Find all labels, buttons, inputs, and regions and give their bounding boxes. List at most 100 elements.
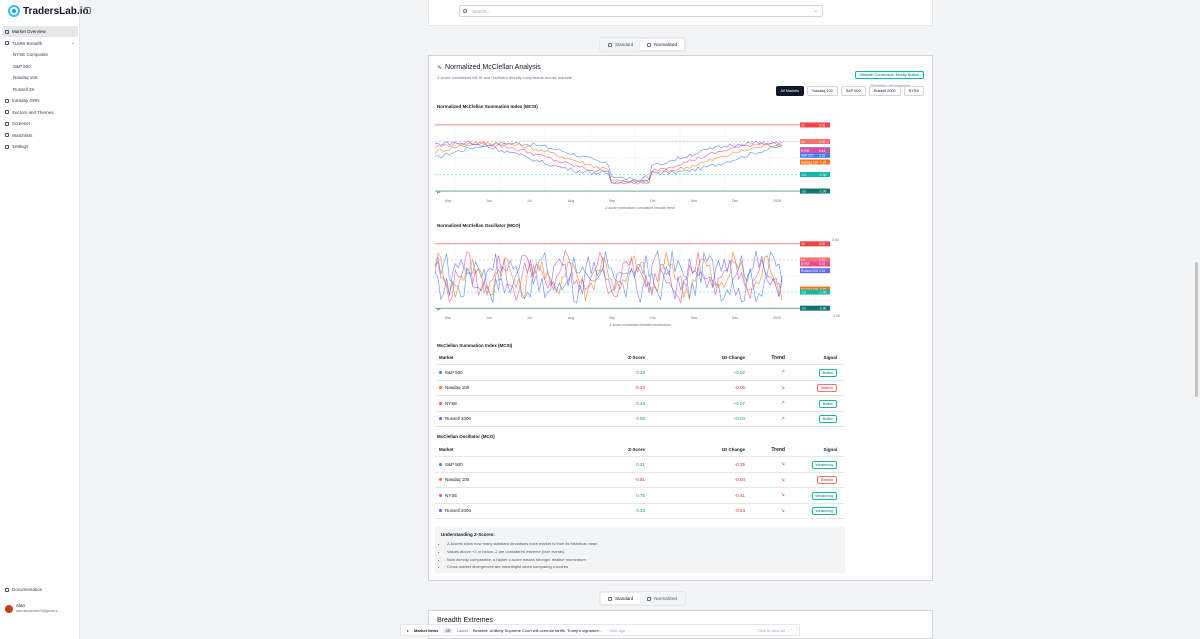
signal-cell: Bearish xyxy=(785,384,841,393)
signal-badge: Weakening xyxy=(811,491,837,500)
sidebar-item-settings[interactable]: Settings xyxy=(2,141,78,152)
card-subtitle: Z-score normalized MCSI and Oscillator d… xyxy=(437,75,572,80)
msi-chart-title: Normalized McClellan Summation Index (MC… xyxy=(437,104,538,109)
search-icon xyxy=(463,9,467,13)
level-name: Nasdaq 100 xyxy=(801,287,818,291)
zscore-cell: 0.16 xyxy=(636,369,645,375)
change-cell: -0.41 xyxy=(734,492,745,498)
tab-russell2000[interactable]: Russell 2000 xyxy=(868,86,901,96)
level-value-tag xyxy=(818,172,830,178)
level-name: 1σ xyxy=(801,258,805,262)
x-tick-label: 2025 xyxy=(773,316,781,320)
main-content: Search... ⌄ Standard Normalized ∿ Normal… xyxy=(80,0,1190,639)
market-dot xyxy=(439,401,442,405)
sidebar-item-screener[interactable]: Screener xyxy=(2,118,78,129)
user-email: alan.alexandre23@gmail.c... xyxy=(16,609,61,613)
sidebar-nav: Market Overview TLMW Breadth ⌄ NYSE Compo… xyxy=(2,26,78,153)
market-dot xyxy=(439,478,442,482)
normalized-toggle[interactable]: Normalized xyxy=(640,593,684,604)
tab-all-markets[interactable]: All Markets xyxy=(775,86,805,96)
change-cell: -0.54 xyxy=(734,508,745,514)
logo[interactable]: TradersLab.io xyxy=(8,5,89,17)
x-tick-label: Sep xyxy=(609,199,615,203)
table-row[interactable]: Nasdaq 100 -0.24 -0.06 ↘ Bearish xyxy=(435,381,845,396)
column-header[interactable]: Z-Score xyxy=(628,447,645,452)
zscore-cell: 0.75 xyxy=(636,492,645,498)
sidebar-item-label: Intraday GRN xyxy=(12,98,40,103)
table-row[interactable]: Russell 2000 0.33 -0.54 ↘ Weakening xyxy=(435,504,845,519)
level-name: 1σ xyxy=(801,140,805,144)
normalized-toggle[interactable]: Normalized xyxy=(640,39,685,50)
sidebar-item-label: Screener xyxy=(12,121,31,126)
news-ticker[interactable]: ▸ Market News 45 Latest Bessent: Unlikel… xyxy=(400,624,800,636)
market-name: Nasdaq 100 xyxy=(445,385,470,391)
level-value-tag xyxy=(818,152,830,158)
view-toggle-top: Standard Normalized xyxy=(599,37,687,52)
sidebar-item-nasdaq100[interactable]: Nasdaq 100 xyxy=(2,72,78,83)
table-row[interactable]: S&P 500 0.21 -0.35 ↘ Weakening xyxy=(435,457,845,473)
table-row[interactable]: Nasdaq 100 -0.81 -0.04 ↘ Bearish xyxy=(435,473,845,488)
sidebar-toggle-icon[interactable] xyxy=(84,7,91,14)
sidebar-item-sectors[interactable]: Sectors and Themes xyxy=(2,107,78,118)
zscore-cell: -0.81 xyxy=(634,477,645,483)
standard-toggle[interactable]: Standard xyxy=(601,593,641,604)
documentation-link[interactable]: Documentation xyxy=(2,584,78,595)
level-label: 2σ 2.00 xyxy=(800,241,830,247)
zscore-cell: 0.44 xyxy=(636,400,645,406)
sidebar-item-watchlists[interactable]: Watchlists xyxy=(2,130,78,141)
market-dot xyxy=(439,462,442,466)
series-line xyxy=(435,250,783,303)
x-tick-label: Sep xyxy=(609,316,615,320)
sidebar-item-intraday-grn[interactable]: Intraday GRN xyxy=(2,95,78,106)
sidebar-item-nyse-composite[interactable]: NYSE Composite xyxy=(2,49,78,60)
previous-card: Search... ⌄ xyxy=(428,0,933,26)
zscore-cell: 0.21 xyxy=(636,461,645,467)
level-name: -2σ xyxy=(801,306,806,310)
osc-chart[interactable]: 2σ 2.00 1σ 1.00 NYSE 0.75 Russell 2000 0.33 Nasd… xyxy=(435,233,845,333)
column-header[interactable]: Signal xyxy=(823,355,837,360)
table-row[interactable]: NYSE 0.44 +0.07 ↗ Bullish xyxy=(435,396,845,412)
change-cell: -0.35 xyxy=(734,461,745,467)
chart-icon xyxy=(647,596,652,601)
level-value-tag xyxy=(818,159,830,165)
column-header[interactable]: 1D Change xyxy=(721,447,745,452)
page-scrollbar[interactable] xyxy=(1195,262,1198,397)
tab-nyse[interactable]: NYSE xyxy=(903,86,924,96)
column-header[interactable]: Trend xyxy=(771,354,785,361)
search-input[interactable]: Search... ⌄ xyxy=(459,5,823,17)
ticker-latest: Latest xyxy=(456,627,468,633)
sidebar-item-label: Nasdaq 100 xyxy=(13,75,38,80)
change-cell: +0.03 xyxy=(733,416,745,422)
gear-icon xyxy=(5,144,9,149)
x-tick-label: Jul xyxy=(527,316,532,320)
sidebar-item-market-overview[interactable]: Market Overview xyxy=(2,26,78,37)
ticker-headline[interactable]: Bessent: Unlikely Supreme Court will ove… xyxy=(472,627,603,633)
column-header[interactable]: 1D Change xyxy=(721,355,745,360)
user-menu[interactable]: Alan alan.alexandre23@gmail.c... xyxy=(2,603,78,614)
column-header[interactable]: Trend xyxy=(771,446,785,453)
column-header[interactable]: Signal xyxy=(823,447,837,452)
sidebar-item-tlmw-breadth[interactable]: TLMW Breadth ⌄ xyxy=(2,38,78,49)
table-row[interactable]: Russell 2000 0.50 +0.03 ↗ Bullish xyxy=(435,412,845,427)
table-row[interactable]: S&P 500 0.16 +0.02 ↗ Bullish xyxy=(435,365,845,381)
ticker-view-all[interactable]: Click to view all xyxy=(757,627,785,633)
standard-toggle[interactable]: Standard xyxy=(601,39,640,50)
card-title: ∿ Normalized McClellan Analysis xyxy=(437,64,541,71)
level-value: -2.00 xyxy=(819,189,826,193)
view-toggle-bottom: Standard Normalized xyxy=(599,591,687,606)
column-header[interactable]: Market xyxy=(439,447,454,452)
chart-icon xyxy=(647,42,652,47)
column-header[interactable]: Market xyxy=(439,355,454,360)
level-tag xyxy=(800,261,818,267)
tab-sp500[interactable]: S&P 500 xyxy=(840,86,866,96)
tab-nasdaq100[interactable]: Nasdaq 100 xyxy=(807,86,838,96)
table-row[interactable]: NYSE 0.75 -0.41 ↘ Weakening xyxy=(435,488,845,504)
info-item: Now directly comparable: a higher z-scor… xyxy=(447,556,839,564)
sidebar-item-russell2k[interactable]: Russell 2K xyxy=(2,84,78,95)
msi-table: Market Z-Score 1D Change Trend Signal S&P 500… xyxy=(435,351,845,427)
sidebar-item-sp500[interactable]: S&P 500 xyxy=(2,61,78,72)
column-header[interactable]: Z-Score xyxy=(628,355,645,360)
chevron-up-icon[interactable]: ⌃ xyxy=(789,627,793,633)
